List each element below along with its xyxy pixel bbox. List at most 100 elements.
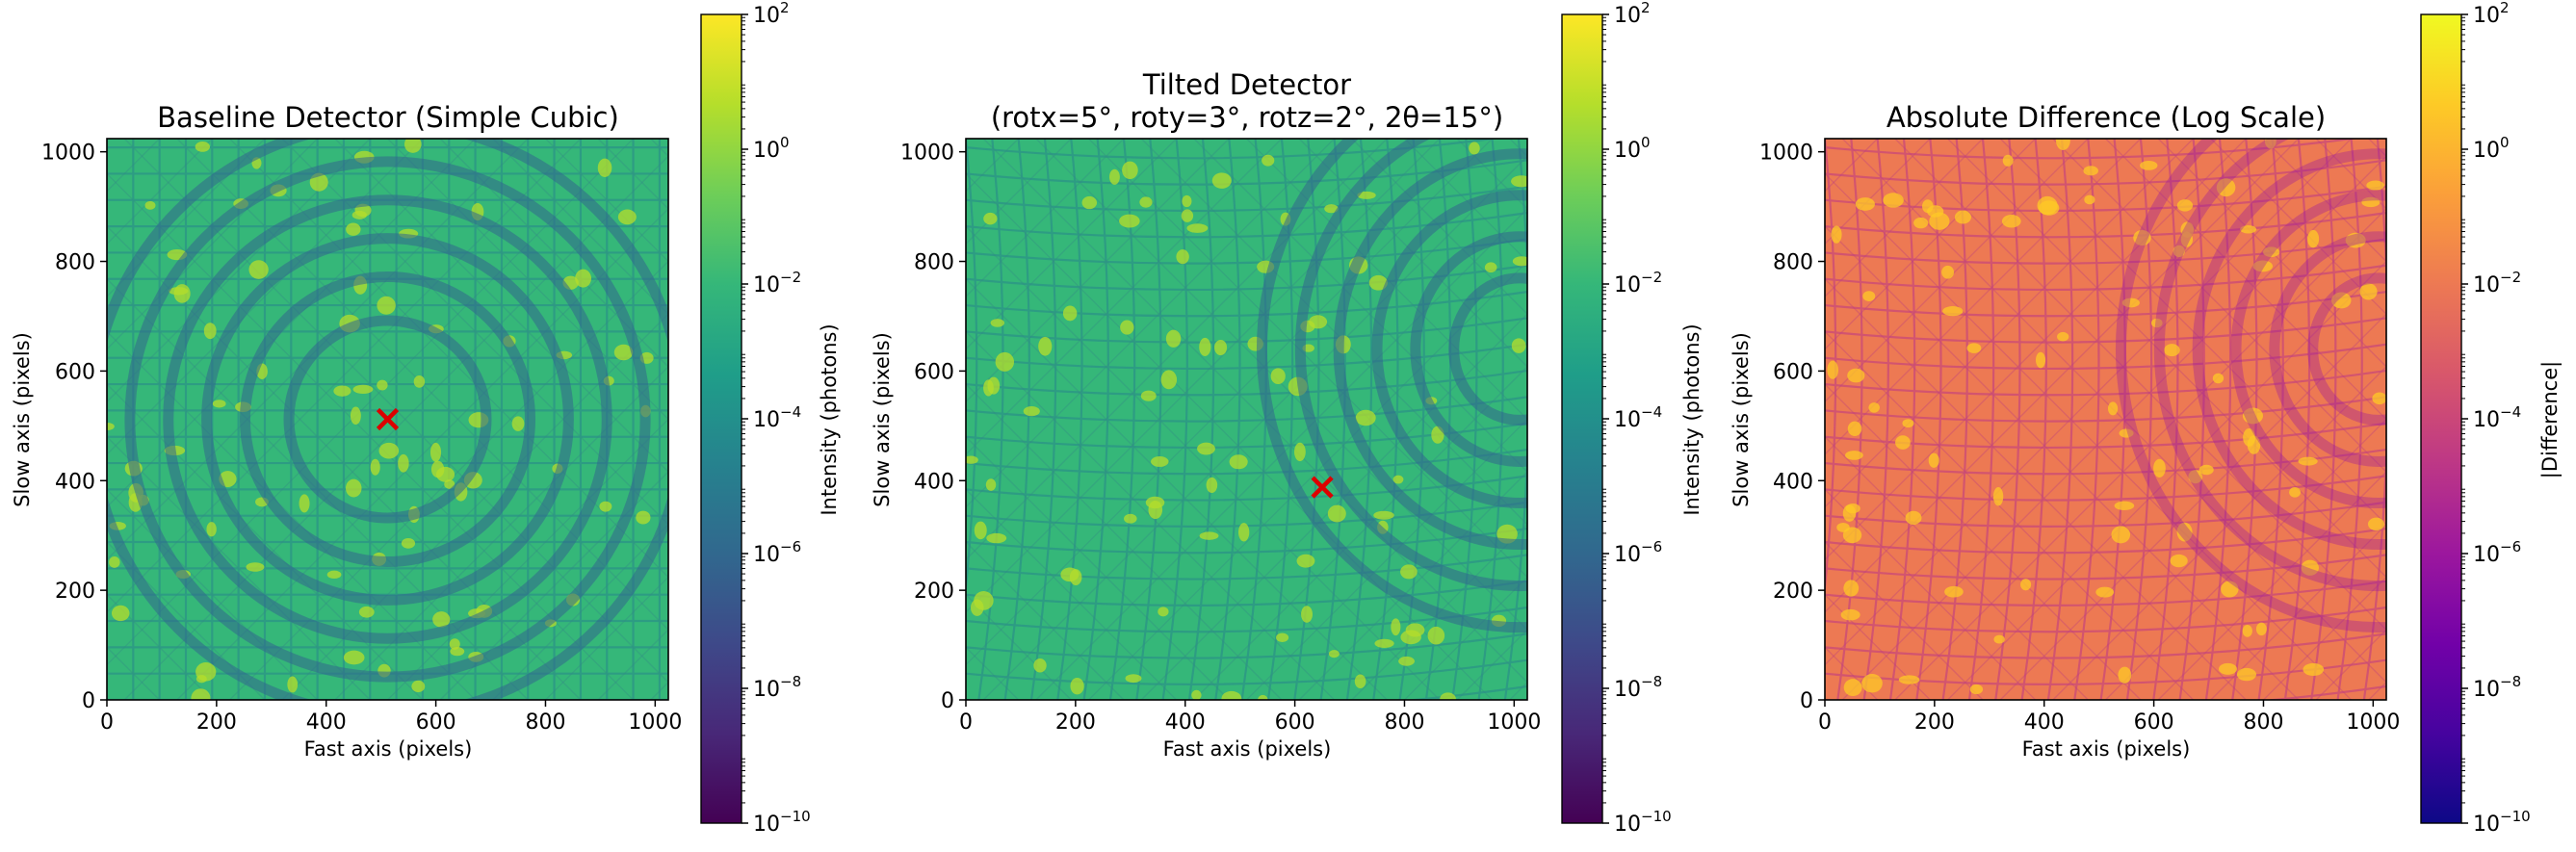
- hatch-line: [1894, 207, 2386, 700]
- hatch-line: [107, 139, 582, 613]
- bright-spot: [377, 379, 388, 391]
- hatch-line: [107, 139, 213, 245]
- bright-spot: [1966, 343, 1982, 353]
- bright-spot: [1868, 402, 1880, 413]
- bright-spot: [343, 650, 365, 665]
- hatch-line: [966, 541, 1125, 700]
- x-tick-label: 600: [416, 710, 456, 735]
- bright-spot: [2111, 526, 2131, 544]
- y-tick-label: 400: [1773, 470, 1813, 494]
- hatch-line: [1035, 207, 1527, 700]
- bright-spot: [1392, 475, 1404, 484]
- diffraction-rings: [107, 139, 668, 700]
- ring: [1333, 148, 1527, 550]
- bright-spot: [1913, 217, 1929, 229]
- bright-spot: [1328, 650, 1340, 658]
- x-tick-label: 800: [1384, 710, 1424, 735]
- hatch-line: [1947, 260, 2386, 700]
- hatch-line: [281, 313, 668, 700]
- colorbar-tick-label: 10−6: [2473, 538, 2521, 567]
- bright-spot: [107, 422, 115, 430]
- hatch-line: [1351, 523, 1527, 700]
- bright-spot: [1895, 435, 1911, 450]
- hatch-line: [1825, 139, 2195, 508]
- hatch-line: [1140, 313, 1527, 700]
- bright-spot: [1827, 360, 1838, 379]
- y-tick-label: 600: [1773, 360, 1813, 384]
- bright-spot: [352, 384, 374, 395]
- bright-spot: [599, 501, 612, 512]
- bright-spot: [983, 212, 998, 225]
- y-tick-label: 0: [941, 689, 954, 713]
- streak-v: [2073, 139, 2100, 700]
- bright-spot: [1845, 451, 1863, 460]
- beam-center-marker: [376, 407, 400, 431]
- x-tick-label: 600: [1275, 710, 1315, 735]
- bright-spot: [2252, 260, 2274, 272]
- streak-h: [966, 580, 1527, 607]
- bright-spot: [403, 139, 422, 153]
- streak-v: [1503, 139, 1527, 700]
- streak-v: [977, 139, 1004, 700]
- streak-h: [1825, 606, 2386, 633]
- hatch-line: [1825, 172, 2353, 700]
- hatch-line: [2262, 139, 2386, 263]
- bright-spot: [1038, 336, 1053, 356]
- bright-spot: [2020, 579, 2032, 591]
- bright-spot: [2121, 297, 2140, 308]
- bright-spot: [1847, 421, 1862, 436]
- bright-spot: [2240, 224, 2257, 234]
- bright-spot: [1484, 262, 1497, 272]
- colorbar-tick-label: 10−10: [1614, 808, 1672, 837]
- bright-spot: [1862, 291, 1876, 301]
- bright-spot: [2055, 139, 2070, 150]
- y-axis-label: Slow axis (pixels): [1730, 332, 1753, 507]
- bright-spot: [1398, 656, 1415, 666]
- hatch-line: [1193, 365, 1527, 700]
- bright-spot: [1861, 674, 1883, 693]
- bright-spot: [1199, 337, 1211, 356]
- bright-spot: [1160, 370, 1178, 390]
- bright-spot: [1186, 223, 1209, 233]
- bright-spot: [378, 442, 400, 459]
- bright-spot: [2119, 428, 2134, 438]
- bright-spot: [1151, 455, 1169, 467]
- colorbar-tick-label: 10−2: [753, 269, 801, 297]
- bright-spot: [974, 521, 987, 540]
- x-tick-label: 1000: [1487, 710, 1541, 735]
- grid-streaks: [1825, 139, 2386, 700]
- bright-spot: [2199, 464, 2214, 476]
- hatch-line: [966, 139, 1283, 455]
- streak-h: [966, 212, 1527, 239]
- y-tick-label: 400: [55, 470, 95, 494]
- bright-spot: [435, 466, 455, 482]
- hatch-line: [229, 260, 668, 700]
- y-tick-label: 200: [1773, 580, 1813, 604]
- bright-spot: [2170, 554, 2188, 568]
- ring: [201, 233, 574, 606]
- y-tick-label: 0: [82, 689, 95, 713]
- hatch-line: [107, 139, 319, 350]
- bright-spot: [1327, 504, 1346, 523]
- bright-spot: [1836, 522, 1850, 532]
- bright-spot: [248, 260, 269, 279]
- bright-spot: [1262, 154, 1275, 167]
- bright-spot: [2095, 586, 2115, 598]
- colorbar-tick-label: 100: [2473, 134, 2510, 163]
- hatch-line: [1894, 139, 2386, 632]
- bright-spot: [1400, 564, 1418, 580]
- streak-h: [1825, 317, 2386, 344]
- bright-spot: [1368, 274, 1388, 291]
- bright-spot: [2002, 154, 2014, 167]
- bright-spot: [350, 406, 361, 426]
- bright-spot: [2255, 622, 2267, 636]
- colorbar-tick-label: 102: [753, 0, 790, 28]
- ring: [283, 315, 492, 524]
- hatch-line: [966, 139, 1494, 666]
- bright-spot: [2118, 666, 2132, 684]
- bright-spot: [1139, 196, 1153, 208]
- hatch-line: [1825, 139, 2300, 613]
- bright-spot: [1928, 452, 1939, 468]
- hatch-line: [966, 172, 1494, 700]
- x-tick-label: 200: [196, 710, 237, 735]
